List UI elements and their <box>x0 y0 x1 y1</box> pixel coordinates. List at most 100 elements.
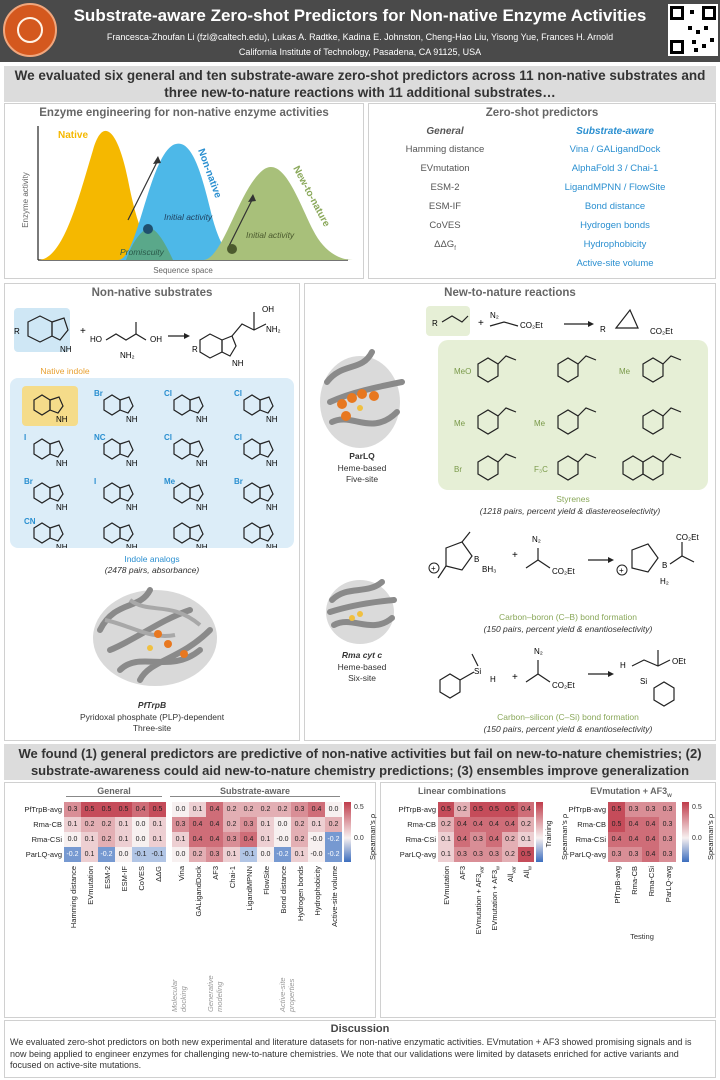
styrenes-label: Styrenes <box>556 494 590 504</box>
indole-analog: NH Cl <box>164 433 208 468</box>
svg-text:R: R <box>192 345 198 354</box>
ensemble-heatmap-col-label: ParLQ-avg <box>663 866 673 903</box>
main-heatmap-col-label: ΔΔG <box>153 866 163 882</box>
styrene-structure <box>642 407 682 435</box>
indole-analog: NH I <box>24 433 68 468</box>
svg-text:CO₂Et: CO₂Et <box>520 321 543 330</box>
main-heatmap-cell: 0.4 <box>132 802 149 817</box>
ensemble-heatmap-row-label: PfTrpB-avg <box>568 805 606 814</box>
substrate-aware-header: Substrate-aware <box>576 126 654 137</box>
main-heatmap-cell: 0.1 <box>115 817 132 832</box>
svg-text:R: R <box>14 327 20 336</box>
native-indole-label: Native indole <box>40 366 90 376</box>
main-heatmap-cell: 0.4 <box>189 817 206 832</box>
linear-heatmap-col-label: EVmutation + AF3w <box>490 866 502 931</box>
main-heatmap-row-label: ParLQ-avg <box>25 850 62 859</box>
main-heatmap-cell: -0.2 <box>325 847 342 862</box>
main-heatmap-colorbar-tick: 0.5 <box>354 804 364 811</box>
linear-heatmap-col-label: Allw <box>522 866 534 879</box>
main-heatmap-cell: 0.2 <box>81 817 98 832</box>
substituent-label: Cl <box>234 433 242 442</box>
svg-text:CO₂Et: CO₂Et <box>552 681 575 690</box>
main-heatmap-row-label: PfTrpB-avg <box>24 805 62 814</box>
general-predictor: Hamming distance <box>405 144 485 155</box>
linear-heatmap-cell: 0.4 <box>518 802 534 817</box>
linear-heatmap-cell: 0.4 <box>486 832 502 847</box>
ensemble-heatmap-row-label: Rma-CB <box>577 820 606 829</box>
substrate-predictor: Bond distance <box>584 201 646 212</box>
linear-heatmap-cell: 0.1 <box>438 832 454 847</box>
ensemble-heatmap-row-label: Rma-CSi <box>575 835 606 844</box>
svg-text:+: + <box>619 566 624 575</box>
styrene-structure: Me <box>454 407 517 435</box>
main-heatmap-col-label: ESM-IF <box>119 866 129 892</box>
indole-analogs-grid: NH NH Br NH Cl NH Cl NH I NH NC NH Cl NH Cl NH Br NH I NH Me… <box>22 386 278 548</box>
cb-label: Carbon–boron (C–B) bond formation <box>499 612 637 622</box>
linear-heatmap-col-label: AF3 <box>458 866 467 880</box>
qr-code[interactable] <box>668 4 718 56</box>
parlq-desc2: Five-site <box>345 474 379 484</box>
main-heatmap-col-label: Hydrogen bonds <box>295 866 305 922</box>
main-heatmap-row-label: Rma-CB <box>33 820 62 829</box>
substituent-label: Br <box>24 477 33 486</box>
logo-emblem <box>17 17 43 43</box>
substituent-label: Br <box>94 389 103 398</box>
svg-text:H: H <box>490 675 496 684</box>
indole-nh-label: NH <box>266 459 278 468</box>
svg-text:BH₃: BH₃ <box>482 565 496 574</box>
cyclopropanation-scheme: R + N₂ CO₂Et R CO₂Et <box>426 306 673 336</box>
pftrpb-desc1: Pyridoxal phosphate (PLP)-dependent <box>79 712 225 722</box>
linear-heatmap-cell: 0.4 <box>502 817 518 832</box>
parlq-name: ParLQ <box>349 451 375 461</box>
main-heatmap-cell: 0.1 <box>149 817 166 832</box>
main-heatmap-cell: 0.4 <box>206 832 223 847</box>
main-heatmap-col-label: CoVES <box>136 866 146 891</box>
svg-text:Si: Si <box>640 677 647 686</box>
main-heatmap-col-label: EVmutation <box>85 866 95 905</box>
main-heatmap-cell: 0.2 <box>291 817 308 832</box>
main-heatmap-cell: 0.1 <box>64 817 81 832</box>
indole-nh-label: NH <box>56 543 68 548</box>
main-heatmap-cell: 0.0 <box>274 817 291 832</box>
csi-label: Carbon–silicon (C–Si) bond formation <box>497 712 639 722</box>
predictors-panel-title: Zero-shot predictors <box>485 107 599 119</box>
styrene-substituent: F₃C <box>534 465 548 474</box>
indole-analog: NH Br <box>24 477 68 512</box>
indole-analogs-note: (2478 pairs, absorbance) <box>104 565 200 575</box>
svg-text:B: B <box>662 561 667 570</box>
main-heatmap-cell: 0.2 <box>223 802 240 817</box>
main-heatmap-col-label: Chai-1 <box>227 866 237 889</box>
main-heatmap-cell: 0.2 <box>98 832 115 847</box>
svg-text:R: R <box>432 319 438 328</box>
main-heatmap-cell: -0.2 <box>274 847 291 862</box>
main-heatmap-cell: 0.2 <box>223 817 240 832</box>
poster-header <box>0 0 720 62</box>
rma-desc1: Heme-based <box>337 662 387 672</box>
main-heatmap-cell: 0.1 <box>172 832 189 847</box>
substituent-label: Br <box>234 477 243 486</box>
main-heatmap-cell: -0.1 <box>149 847 166 862</box>
main-heatmap-cell: -0.2 <box>98 847 115 862</box>
styrene-substituent: MeO <box>454 367 471 376</box>
main-heatmap-cell: 0.2 <box>240 802 257 817</box>
main-heatmap-cell: 0.1 <box>81 832 98 847</box>
linear-heatmap-cell: 0.4 <box>486 817 502 832</box>
substituent-label: I <box>24 433 26 442</box>
ensemble-heatmap-cell: 0.4 <box>608 832 625 847</box>
svg-text:+: + <box>512 672 518 683</box>
engineering-panel-title: Enzyme engineering for non-native enzyme… <box>39 107 329 119</box>
rma-name: Rma cyt c <box>341 650 383 660</box>
main-heatmap-cell: 0.1 <box>257 832 274 847</box>
main-heatmap-colorbar <box>344 802 351 862</box>
main-heatmap-cell: -0.1 <box>132 847 149 862</box>
main-heatmap-cell: 0.1 <box>81 847 98 862</box>
pftrpb-name: PfTrpB <box>137 700 167 710</box>
rma-structure <box>326 579 397 644</box>
indole-nh-label: NH <box>196 459 208 468</box>
linear-heatmap-cell: 0.5 <box>486 802 502 817</box>
main-heatmap-col-label: Active-site volume <box>329 866 339 927</box>
linear-heatmap-cell: 0.3 <box>470 832 486 847</box>
predictors-panel <box>368 103 716 279</box>
svg-text:+: + <box>478 318 484 329</box>
ensemble-heatmap-cell: 0.3 <box>659 802 676 817</box>
